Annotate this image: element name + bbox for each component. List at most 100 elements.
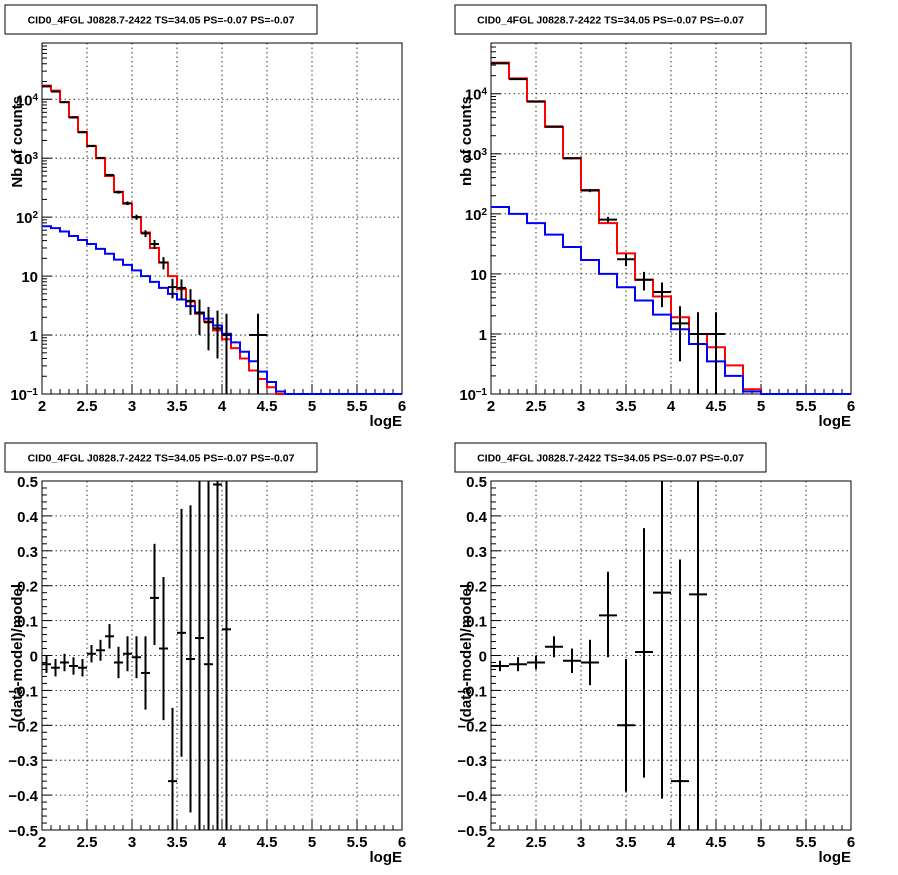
x-axis-title: logE [370,413,403,430]
data-point [42,655,51,673]
y-tick-label: 0.4 [17,509,39,526]
data-point [177,279,186,300]
x-axis-title: logE [819,849,852,866]
data-point [689,481,707,830]
data-point [545,636,563,658]
data-point [159,576,168,721]
data-point [141,230,150,238]
y-tick-label: −0.5 [8,823,38,840]
data-point [186,289,195,315]
data-point [123,201,132,206]
chart-panel-2: CID0_4FGL J0828.7-2422 TS=34.05 PS=-0.07… [454,4,855,430]
data-point [150,543,159,646]
y-axis-title: nb of counts [458,96,475,186]
y-tick-label: 10 [16,210,33,227]
x-tick-label: 3.5 [616,834,637,851]
x-tick-label: 3.5 [616,398,637,415]
x-tick-label: 6 [847,834,855,851]
x-tick-label: 2.5 [77,834,98,851]
y-tick-exponent: 3 [32,151,38,162]
y-tick-label: 10 [465,147,482,164]
y-tick-label: 1 [30,328,38,345]
data-point [617,658,635,792]
y-axis-title: (data-model)/model [9,584,26,722]
x-tick-label: 3 [128,834,136,851]
data-point [213,481,222,830]
y-tick-label: 10 [21,269,38,286]
data-point [527,655,545,670]
y-tick-label: −0.1 [8,683,38,700]
x-tick-label: 5.5 [347,834,368,851]
data-point [150,239,159,249]
x-tick-label: 2 [38,834,46,851]
x-tick-label: 5.5 [347,398,368,415]
data-point [204,306,213,351]
chart-title: CID0_4FGL J0828.7-2422 TS=34.05 PS=-0.07… [477,15,744,27]
x-tick-label: 5 [757,834,765,851]
y-tick-label: 10 [465,87,482,104]
y-tick-label: 10 [465,207,482,224]
data-point [60,101,69,104]
y-tick-label: 0.3 [17,544,38,561]
y-axis-title: Nb of counts [9,96,26,188]
data-point [599,216,617,223]
data-point [87,144,96,147]
y-axis-title: (data-model)/model [458,584,475,722]
data-point [617,253,635,267]
data-point [249,313,267,394]
chart-title-box [454,4,767,35]
model-histogram-blue [491,206,851,395]
x-tick-label: 2 [487,834,495,851]
y-tick-exponent: 2 [481,207,487,218]
y-tick-label: −0.3 [8,753,38,770]
data-point [563,648,581,673]
y-tick-exponent: 3 [481,147,487,158]
data-point [78,658,87,677]
data-point [195,299,204,336]
x-tick-label: 4 [218,398,227,415]
chart-panel-1: CID0_4FGL J0828.7-2422 TS=34.05 PS=-0.07… [4,4,406,430]
x-tick-label: 2 [487,398,495,415]
x-tick-label: 5 [757,398,765,415]
chart-title: CID0_4FGL J0828.7-2422 TS=34.05 PS=-0.07… [28,453,295,465]
x-tick-label: 4.5 [706,834,727,851]
chart-title-box [4,4,318,35]
data-point [653,481,671,799]
y-tick-label: −0.1 [457,683,487,700]
data-point [222,481,231,830]
y-tick-exponent: 4 [481,87,487,98]
data-point [581,639,599,686]
y-tick-label: −0.3 [457,753,487,770]
x-tick-label: 5.5 [796,398,817,415]
x-tick-label: 4.5 [257,398,278,415]
x-tick-label: 2.5 [77,398,98,415]
y-tick-label: 0.2 [17,579,38,596]
data-point [123,636,132,672]
x-tick-label: 3 [128,398,136,415]
data-point [87,645,96,663]
chart-title: CID0_4FGL J0828.7-2422 TS=34.05 PS=-0.07… [477,453,744,465]
data-point [707,312,725,394]
y-tick-label: −0.2 [457,718,487,735]
chart-title-box [4,442,318,473]
y-tick-label: 10 [16,151,33,168]
data-point [213,310,222,359]
x-tick-label: 5 [308,398,316,415]
data-point [105,624,114,649]
y-tick-label: 10 [16,92,33,109]
data-point [51,658,60,677]
x-tick-label: 6 [847,398,855,415]
y-tick-label: 10 [470,267,487,284]
data-point [527,100,545,103]
data-point [96,156,105,159]
x-tick-label: 4.5 [706,398,727,415]
x-tick-label: 4 [667,398,676,415]
x-tick-label: 3 [577,834,585,851]
x-tick-label: 4.5 [257,834,278,851]
x-tick-label: 5.5 [796,834,817,851]
data-point [671,559,689,830]
y-tick-label: 0.2 [466,579,487,596]
data-point [114,646,123,679]
model-histogram-blue [42,225,402,395]
y-tick-label: 0.1 [17,614,38,631]
